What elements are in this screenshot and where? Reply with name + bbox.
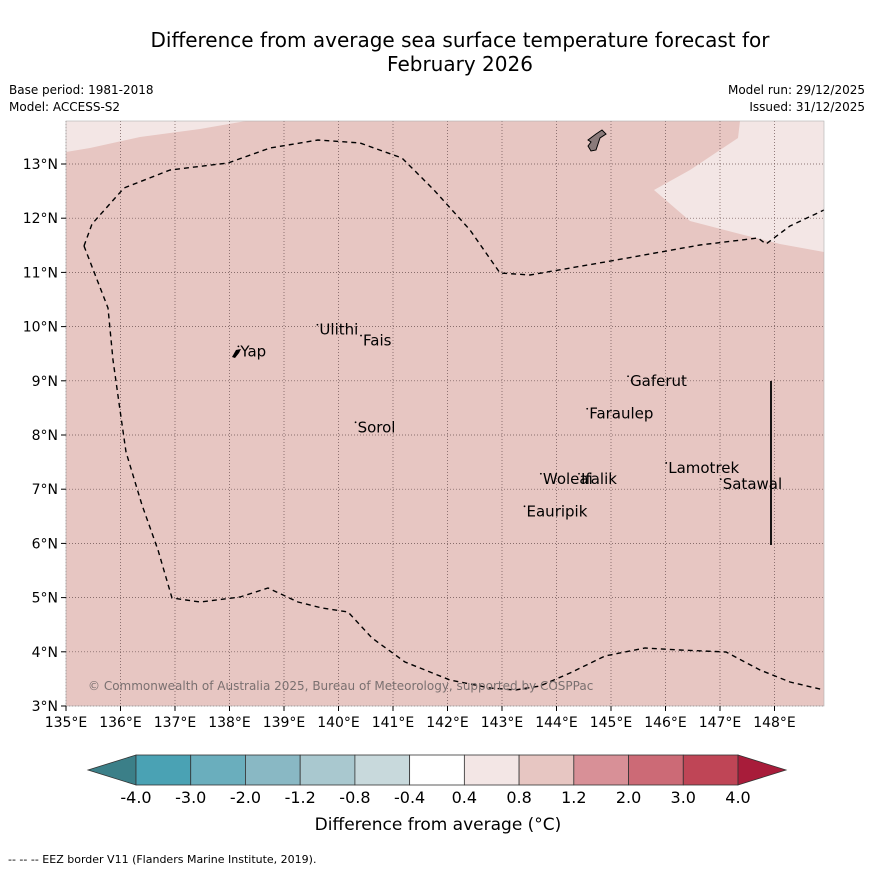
lon-tick-label: 142°E <box>426 715 469 731</box>
title-line-2: February 2026 <box>387 52 533 76</box>
place-label-sorol: Sorol <box>358 418 396 436</box>
lon-tick-label: 137°E <box>154 715 197 731</box>
place-marker <box>578 472 580 475</box>
colorbar-extend-high <box>737 754 788 786</box>
lon-tick-label: 136°E <box>99 715 142 731</box>
colorbar-segment <box>682 754 739 786</box>
model-name: Model: ACCESS-S2 <box>9 100 121 114</box>
colorbar-tick-label: 2.0 <box>616 788 641 807</box>
colorbar-segment <box>573 754 629 786</box>
place-marker <box>237 345 240 348</box>
place-label-satawal: Satawal <box>723 475 782 493</box>
lon-tick-label: 138°E <box>208 715 251 731</box>
colorbar-segment <box>628 754 684 786</box>
copyright-text: © Commonwealth of Australia 2025, Bureau… <box>88 679 593 693</box>
place-label-ifalik: Ifalik <box>581 470 617 488</box>
place-label-woleai: Woleai <box>543 470 593 488</box>
place-marker <box>354 421 357 424</box>
anomaly-region-lighter-nw <box>66 121 246 152</box>
place-label-eauripik: Eauripik <box>527 502 588 520</box>
colorbar-segment <box>245 754 301 786</box>
place-label-yap: Yap <box>239 342 266 360</box>
colorbar-segment <box>135 754 192 786</box>
meta-right: Model run: 29/12/2025 Issued: 31/12/2025 <box>728 82 865 116</box>
map-frame <box>65 120 825 707</box>
yap-island <box>232 349 241 358</box>
colorbar-segment <box>409 754 465 786</box>
lon-tick-label: 148°E <box>753 715 796 731</box>
colorbar-segment <box>190 754 246 786</box>
lat-tick-label: 13°N <box>23 157 58 173</box>
lat-tick-label: 5°N <box>32 591 58 607</box>
place-marker <box>316 323 319 326</box>
lat-tick-label: 12°N <box>23 211 58 227</box>
lat-tick-label: 8°N <box>32 428 58 444</box>
colorbar-segment <box>518 754 575 786</box>
guam-island <box>587 129 607 152</box>
colorbar-tick-label: -2.0 <box>230 788 261 807</box>
place-marker <box>586 407 589 410</box>
colorbar-tick-label: 0.8 <box>506 788 531 807</box>
lon-tick-label: 141°E <box>372 715 415 731</box>
eez-footnote: -- -- -- EEZ border V11 (Flanders Marine… <box>8 853 317 866</box>
place-marker <box>523 505 526 508</box>
colorbar-tick-label: 4.0 <box>725 788 750 807</box>
place-marker <box>360 334 362 337</box>
title-line-1: Difference from average sea surface temp… <box>150 28 770 52</box>
place-label-fais: Fais <box>363 332 392 350</box>
base-period: Base period: 1981-2018 <box>9 83 154 97</box>
lat-tick-label: 7°N <box>32 482 58 498</box>
meta-left: Base period: 1981-2018 Model: ACCESS-S2 <box>9 82 154 116</box>
lon-tick-label: 144°E <box>535 715 578 731</box>
lon-tick-label: 147°E <box>699 715 742 731</box>
place-label-ulithi: Ulithi <box>319 321 358 339</box>
colorbar-tick-label: -0.4 <box>394 788 425 807</box>
colorbar-segment <box>299 754 356 786</box>
colorbar-tick-label: -4.0 <box>120 788 151 807</box>
eez-border-south <box>83 245 825 691</box>
lon-tick-label: 146°E <box>644 715 687 731</box>
issued-date: Issued: 31/12/2025 <box>749 100 865 114</box>
lat-tick-label: 10°N <box>23 320 58 336</box>
place-label-faraulep: Faraulep <box>589 405 653 423</box>
chart-title: Difference from average sea surface temp… <box>100 28 820 76</box>
lon-tick-label: 145°E <box>590 715 633 731</box>
place-marker <box>665 462 668 464</box>
colorbar-tick-label: -1.2 <box>285 788 316 807</box>
colorbar-tick-label: 0.4 <box>452 788 477 807</box>
colorbar: -4.0 -3.0 -2.0 -1.2 -0.8 -0.4 0.4 0.8 1.2 2.0 3.0 4… <box>86 754 788 807</box>
colorbar-tick-label: 1.2 <box>561 788 586 807</box>
lat-tick-label: 3°N <box>32 699 58 715</box>
lat-tick-label: 4°N <box>32 645 58 661</box>
lon-tick-label: 135°E <box>45 715 88 731</box>
colorbar-label: Difference from average (°C) <box>314 815 562 835</box>
anomaly-region-lighter-ne <box>654 121 824 252</box>
map-plot-area: Yap Ulithi Fais Gaferut Faraulep Sorol Lamotre… <box>65 120 825 707</box>
place-marker <box>539 472 542 475</box>
place-label-lamotrek: Lamotrek <box>668 459 739 477</box>
colorbar-segment <box>463 754 520 786</box>
colorbar-tick-label: -3.0 <box>175 788 206 807</box>
model-run: Model run: 29/12/2025 <box>727 83 865 97</box>
colorbar-extend-low <box>86 754 137 786</box>
colorbar-tick-label: 3.0 <box>671 788 696 807</box>
colorbar-segment <box>354 754 411 786</box>
lon-tick-label: 140°E <box>317 715 360 731</box>
place-labels: Yap Ulithi Fais Gaferut Faraulep Sorol Lamotre… <box>237 321 782 520</box>
eez-border-north <box>83 139 825 276</box>
place-marker <box>627 375 629 378</box>
lon-tick-label: 143°E <box>481 715 524 731</box>
lat-tick-label: 11°N <box>23 265 58 281</box>
colorbar-tick-label: -0.8 <box>339 788 370 807</box>
place-marker <box>719 478 722 481</box>
map-axes: 135°E 136°E 137°E 138°E 139°E 140°E 141°E 142°E… <box>23 157 796 731</box>
lon-tick-label: 139°E <box>263 715 306 731</box>
lat-tick-label: 6°N <box>32 536 58 552</box>
place-label-gaferut: Gaferut <box>630 372 687 390</box>
lat-tick-label: 9°N <box>32 374 58 390</box>
